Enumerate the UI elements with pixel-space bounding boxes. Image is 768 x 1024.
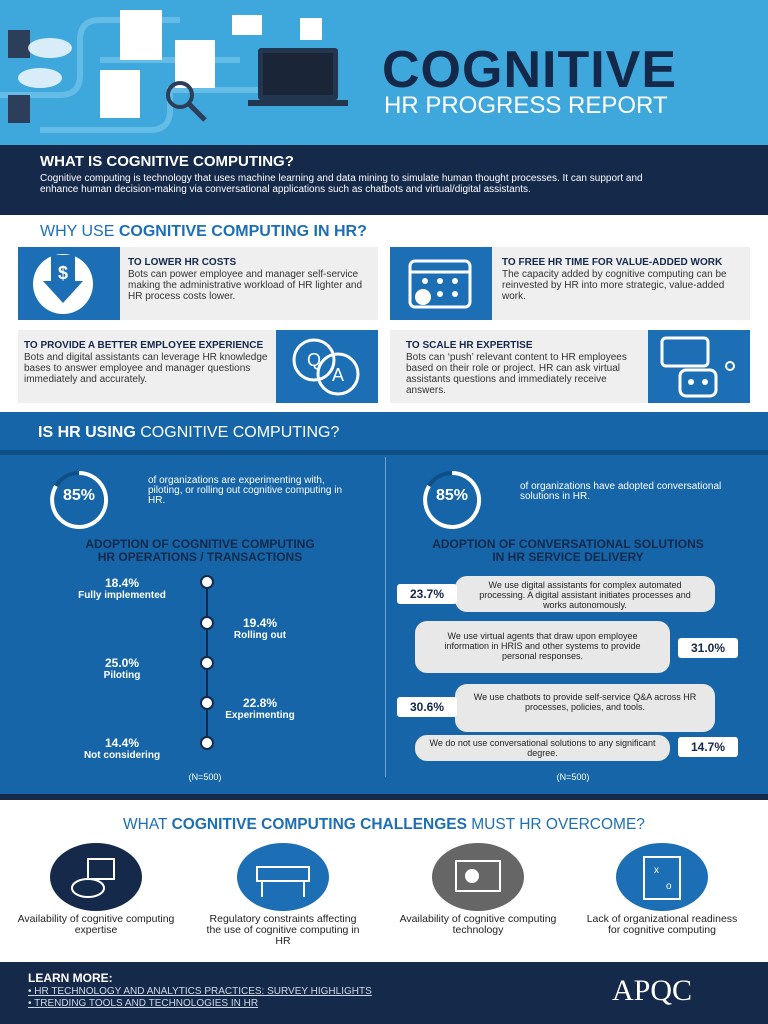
bubble-value: 23.7% xyxy=(397,584,457,604)
stat-ring xyxy=(423,470,482,529)
heading-part: MUST HR OVERCOME? xyxy=(471,816,645,833)
footer: LEARN MORE: • HR TECHNOLOGY AND ANALYTIC… xyxy=(0,962,768,1024)
link[interactable]: • HR TECHNOLOGY AND ANALYTICS PRACTICES:… xyxy=(28,986,372,997)
icon xyxy=(390,247,492,320)
item-label: Rolling out xyxy=(233,630,287,641)
icon xyxy=(648,330,750,403)
svg-text:Q: Q xyxy=(307,350,321,370)
heading-part: WHY USE xyxy=(40,223,115,240)
timeline-item: 19.4% Rolling out xyxy=(200,616,320,641)
card: TO FREE HR TIME FOR VALUE-ADDED WORK The… xyxy=(390,247,750,320)
timeline-item: 25.0% Piloting xyxy=(62,656,182,681)
subtitle: HR PROGRESS REPORT xyxy=(384,92,668,119)
timeline-item: 14.4% Not considering xyxy=(62,736,182,761)
stat-value: 85% xyxy=(62,487,96,504)
challenges-heading: WHAT COGNITIVE COMPUTING CHALLENGES MUST… xyxy=(0,816,768,834)
link[interactable]: • TRENDING TOOLS AND TECHNOLOGIES IN HR xyxy=(28,998,259,1009)
bubble: We use virtual agents that draw upon emp… xyxy=(415,621,670,673)
note: (N=500) xyxy=(556,772,590,782)
bubble: We use digital assistants for complex au… xyxy=(455,576,715,612)
header: COGNITIVE HR PROGRESS REPORT xyxy=(0,0,768,145)
stat-ring xyxy=(50,470,109,529)
card-text: Bots can ‘push’ relevant content to HR e… xyxy=(406,352,627,396)
challenge-icon xyxy=(432,843,524,911)
stat-text: of organizations have adopted conversati… xyxy=(520,481,722,502)
definition: WHAT IS COGNITIVE COMPUTING? Cognitive c… xyxy=(0,145,768,215)
logo: APQC xyxy=(612,974,693,1007)
timeline-item: 22.8% Experimenting xyxy=(200,696,320,721)
card: TO PROVIDE A BETTER EMPLOYEE EXPERIENCE … xyxy=(18,330,378,403)
header-illustration xyxy=(0,10,348,133)
card: $ TO LOWER HR COSTS Bots can power emplo… xyxy=(18,247,378,320)
card-text: Bots and digital assistants can leverage… xyxy=(24,352,268,385)
item-label: Fully implemented xyxy=(78,590,166,601)
svg-text:o: o xyxy=(666,881,672,892)
item-value: 25.0% xyxy=(104,656,140,670)
why-heading: WHY USE COGNITIVE COMPUTING IN HR? xyxy=(40,223,367,241)
chart-title-line: ADOPTION OF COGNITIVE COMPUTING xyxy=(85,537,315,551)
item-label: Experimenting xyxy=(225,710,295,721)
divider xyxy=(0,794,768,800)
stat-text: of organizations are experimenting with,… xyxy=(148,475,342,506)
challenge-text: Availability of cognitive computing expe… xyxy=(17,913,175,936)
divider xyxy=(385,457,386,777)
heading-part: IS HR USING xyxy=(38,424,136,441)
challenge-icon xyxy=(50,843,142,911)
icon: $ xyxy=(18,247,120,320)
chart-title: ADOPTION OF CONVERSATIONAL SOLUTIONS IN H… xyxy=(388,538,748,564)
definition-heading: WHAT IS COGNITIVE COMPUTING? xyxy=(40,153,294,170)
learn-more-heading: LEARN MORE: xyxy=(28,971,113,985)
heading-part: COGNITIVE COMPUTING? xyxy=(140,424,340,441)
heading-part: WHAT xyxy=(123,816,168,833)
bubble: We use chatbots to provide self-service … xyxy=(455,684,715,732)
timeline-item: 18.4% Fully implemented xyxy=(62,576,182,601)
chart-title-line: ADOPTION OF CONVERSATIONAL SOLUTIONS xyxy=(432,537,704,551)
card-title: TO LOWER HR COSTS xyxy=(128,257,237,268)
item-label: Piloting xyxy=(103,670,141,681)
card-text: Bots can power employee and manager self… xyxy=(128,269,362,302)
svg-text:x: x xyxy=(654,865,659,876)
challenge-text: Lack of organizational readiness for cog… xyxy=(586,913,738,936)
link-text[interactable]: TRENDING TOOLS AND TECHNOLOGIES IN HR xyxy=(34,998,259,1009)
card-title: TO PROVIDE A BETTER EMPLOYEE EXPERIENCE xyxy=(24,340,264,351)
usage-heading: IS HR USING COGNITIVE COMPUTING? xyxy=(38,424,339,442)
card: TO SCALE HR EXPERTISE Bots can ‘push’ re… xyxy=(390,330,750,403)
card-text: The capacity added by cognitive computin… xyxy=(502,269,727,302)
chart-title: ADOPTION OF COGNITIVE COMPUTING HR OPERAT… xyxy=(20,538,380,564)
item-label: Not considering xyxy=(83,750,161,761)
challenge-icon xyxy=(237,843,329,911)
bubble-value: 14.7% xyxy=(678,737,738,757)
chart-title-line: HR OPERATIONS / TRANSACTIONS xyxy=(97,550,303,564)
item-value: 22.8% xyxy=(242,696,278,710)
svg-text:A: A xyxy=(332,365,344,385)
usage-section: IS HR USING COGNITIVE COMPUTING? 85% of … xyxy=(0,412,768,800)
heading-part: COGNITIVE COMPUTING CHALLENGES xyxy=(171,816,467,833)
link-text[interactable]: HR TECHNOLOGY AND ANALYTICS PRACTICES: S… xyxy=(34,986,372,997)
timeline xyxy=(200,575,214,750)
bubble-value: 31.0% xyxy=(678,638,738,658)
heading-part: COGNITIVE COMPUTING IN HR? xyxy=(118,223,367,240)
divider xyxy=(0,450,768,455)
definition-text: Cognitive computing is technology that u… xyxy=(40,173,643,195)
challenge-text: Availability of cognitive computing tech… xyxy=(399,913,557,936)
bubble: We do not use conversational solutions t… xyxy=(415,735,670,761)
item-value: 19.4% xyxy=(242,616,278,630)
card-title: TO SCALE HR EXPERTISE xyxy=(406,340,533,351)
card-title: TO FREE HR TIME FOR VALUE-ADDED WORK xyxy=(502,257,723,268)
svg-text:$: $ xyxy=(58,263,68,283)
chart-title-line: IN HR SERVICE DELIVERY xyxy=(492,550,644,564)
item-value: 18.4% xyxy=(104,576,140,590)
challenge-text: Regulatory constraints affecting the use… xyxy=(206,913,360,947)
note: (N=500) xyxy=(188,772,222,782)
stat-value: 85% xyxy=(435,487,469,504)
item-value: 14.4% xyxy=(104,736,140,750)
title: COGNITIVE xyxy=(382,41,678,99)
bubble-value: 30.6% xyxy=(397,697,457,717)
